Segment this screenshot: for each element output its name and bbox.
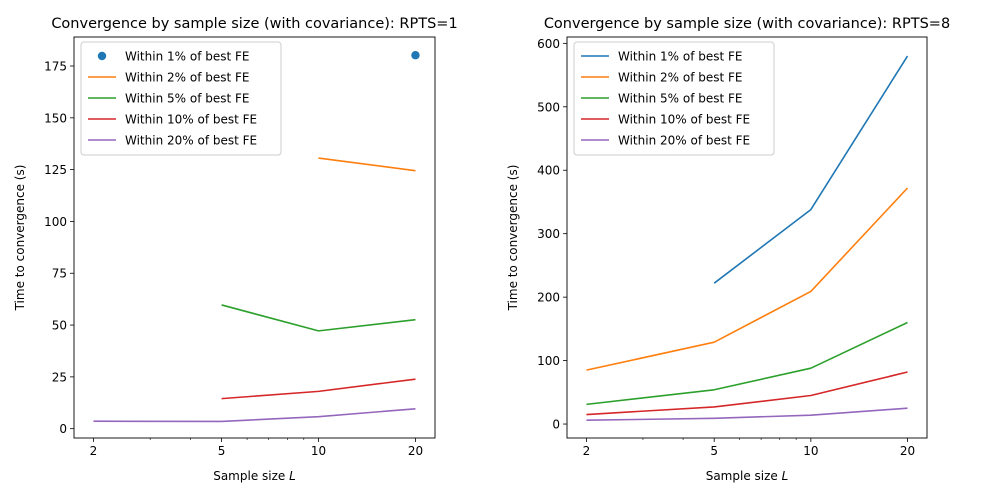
x-tick-label: 20 xyxy=(408,444,423,458)
x-axis-label: Sample size L xyxy=(213,469,296,483)
series-3 xyxy=(221,304,416,332)
series-4 xyxy=(586,371,908,416)
x-tick-label: 20 xyxy=(900,444,915,458)
series-2 xyxy=(318,157,416,172)
y-tick-label: 100 xyxy=(537,354,560,368)
x-tick-label: 10 xyxy=(803,444,818,458)
y-tick-label: 400 xyxy=(537,164,560,178)
series-line xyxy=(221,378,416,400)
plot-frame xyxy=(73,36,436,439)
y-tick-label: 300 xyxy=(537,227,560,241)
series-2 xyxy=(586,187,909,371)
y-tick-label: 25 xyxy=(52,370,67,384)
series-line xyxy=(318,157,416,172)
series-5 xyxy=(93,407,416,423)
y-tick-label: 0 xyxy=(552,418,560,432)
legend-label: Within 20% of best FE xyxy=(618,134,750,148)
legend-label: Within 5% of best FE xyxy=(618,92,743,106)
x-tick-label: 10 xyxy=(311,444,326,458)
chart-title: Convergence by sample size (with covaria… xyxy=(51,16,457,32)
series-line xyxy=(586,371,908,416)
y-tick-label: 50 xyxy=(52,319,67,333)
y-tick-label: 125 xyxy=(44,163,67,177)
x-tick-label: 2 xyxy=(583,444,591,458)
y-tick-label: 0 xyxy=(59,422,67,436)
legend-box xyxy=(80,41,282,156)
y-tick-label: 150 xyxy=(44,111,67,125)
series-line xyxy=(586,321,908,406)
legend-label: Within 1% of best FE xyxy=(125,50,250,64)
series-4 xyxy=(221,378,416,400)
series-line xyxy=(586,187,909,371)
legend-label: Within 10% of best FE xyxy=(618,113,750,127)
data-point xyxy=(411,51,420,60)
x-axis-label: Sample size L xyxy=(706,469,789,483)
series-1 xyxy=(713,55,909,284)
legend-label: Within 1% of best FE xyxy=(618,50,743,64)
x-tick-label: 2 xyxy=(90,444,98,458)
series-line xyxy=(93,407,416,423)
plot-frame xyxy=(566,36,928,439)
legend-box xyxy=(573,41,775,156)
legend: Within 1% of best FE Within 2% of best FE… xyxy=(573,41,775,156)
y-axis-label: Time to convergence (s) xyxy=(506,165,520,312)
chart-panel-2: Convergence by sample size (with covaria… xyxy=(506,16,950,483)
x-tick-label: 5 xyxy=(218,444,226,458)
x-tick-label: 5 xyxy=(710,444,718,458)
legend-label: Within 20% of best FE xyxy=(125,134,257,148)
y-tick-label: 600 xyxy=(537,37,560,51)
series-1 xyxy=(411,51,420,60)
y-tick-label: 75 xyxy=(52,267,67,281)
legend: Within 1% of best FE Within 2% of best FE… xyxy=(80,41,282,156)
series-3 xyxy=(586,321,908,406)
series-line xyxy=(586,407,908,422)
chart-title: Convergence by sample size (with covaria… xyxy=(544,16,950,32)
y-tick-label: 500 xyxy=(537,100,560,114)
legend-label: Within 2% of best FE xyxy=(125,71,250,85)
y-tick-label: 100 xyxy=(44,215,67,229)
legend-marker xyxy=(97,51,107,61)
series-5 xyxy=(586,407,908,422)
legend-label: Within 2% of best FE xyxy=(618,71,743,85)
chart-panel-1: Convergence by sample size (with covaria… xyxy=(13,16,458,483)
legend-label: Within 5% of best FE xyxy=(125,92,250,106)
series-line xyxy=(221,304,416,332)
legend-label: Within 10% of best FE xyxy=(125,113,257,127)
y-axis-label: Time to convergence (s) xyxy=(13,165,27,312)
series-line xyxy=(713,55,909,284)
y-tick-label: 200 xyxy=(537,291,560,305)
y-tick-label: 175 xyxy=(44,60,67,74)
